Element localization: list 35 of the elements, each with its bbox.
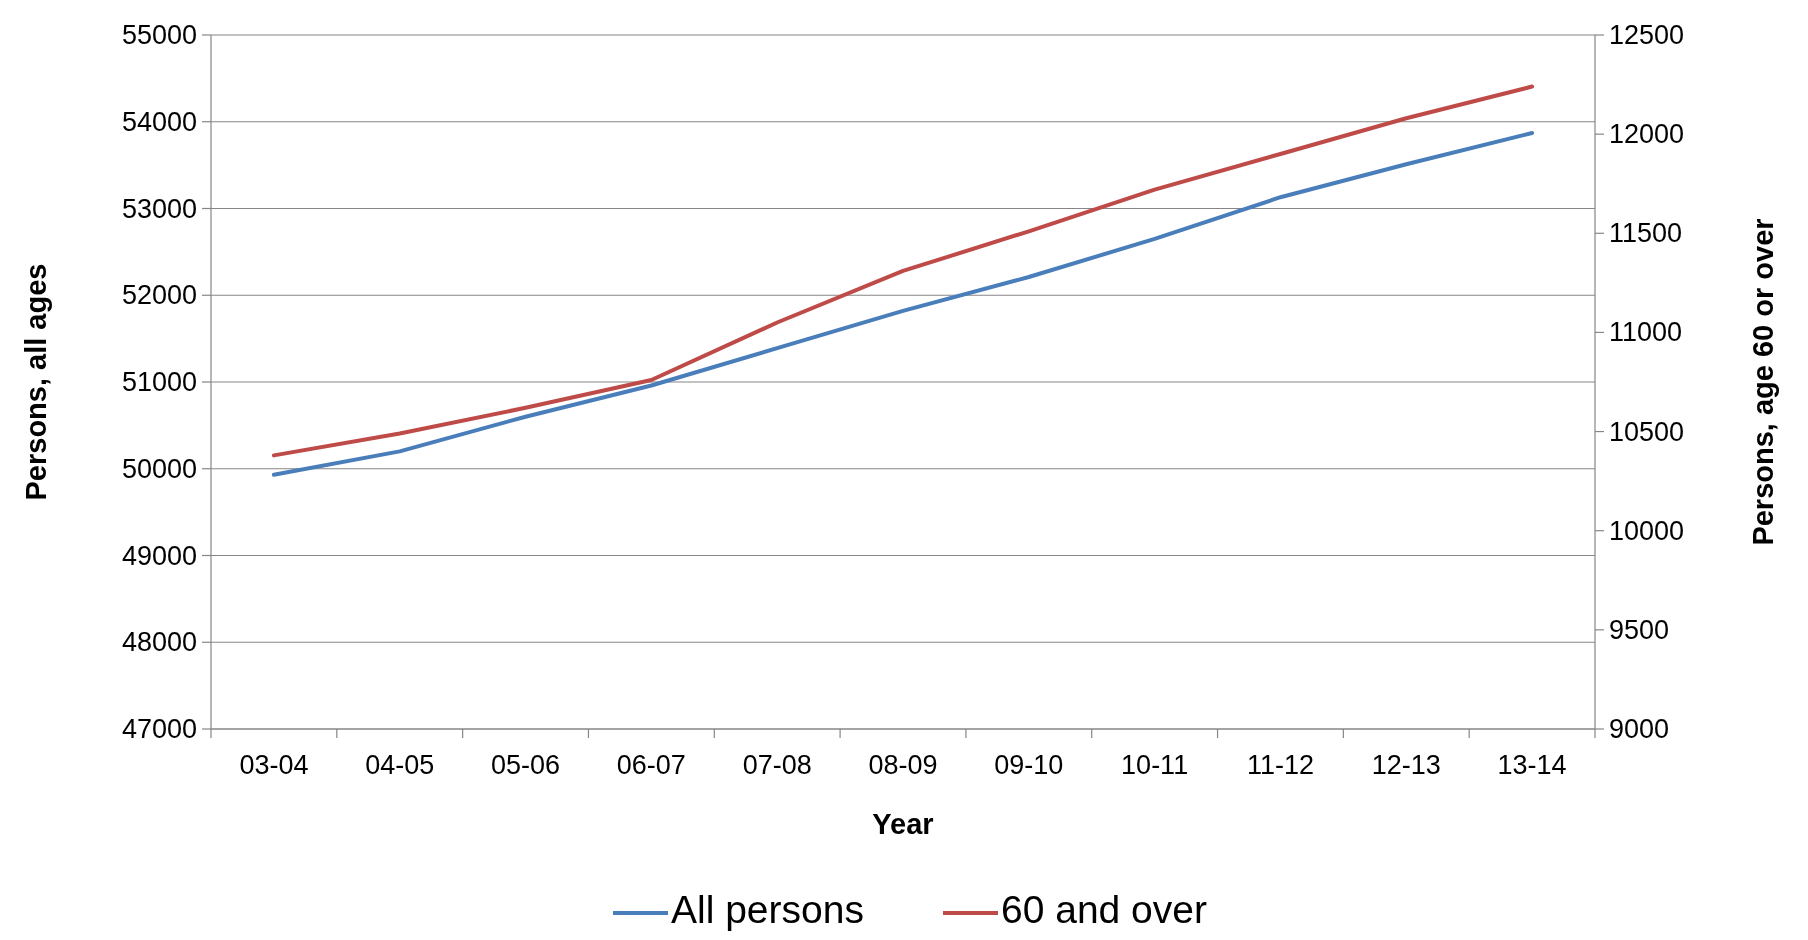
y-tick-label: 50000 [121, 453, 197, 484]
y2-tick-label: 10000 [1609, 515, 1685, 546]
x-tick-label: 09-10 [994, 750, 1064, 780]
y-tick-label: 55000 [121, 20, 197, 50]
y2-tick-label: 9500 [1609, 614, 1670, 645]
line-series [271, 131, 1535, 477]
y-tick-label: 53000 [121, 193, 197, 224]
y2-tick-label: 10500 [1609, 416, 1685, 447]
x-tick-label: 12-13 [1371, 750, 1441, 780]
y-tick-label: 52000 [121, 280, 197, 311]
y-tick-label: 54000 [121, 106, 197, 137]
line-series [271, 84, 1535, 458]
x-tick-label: 05-06 [491, 750, 561, 780]
x-tick-label: 06-07 [616, 750, 686, 780]
y2-tick-label: 12500 [1609, 20, 1685, 50]
y2-tick-label: 12000 [1609, 119, 1685, 150]
x-tick-label: 08-09 [868, 750, 938, 780]
x-axis-title: Year [872, 808, 934, 840]
x-tick-label: 07-08 [742, 750, 812, 780]
y2-tick-label: 11000 [1609, 317, 1683, 348]
x-tick-label: 13-14 [1497, 750, 1567, 780]
legend-label: 60 and over [1001, 888, 1207, 931]
x-tick-label: 03-04 [239, 750, 309, 780]
x-tick-label: 04-05 [365, 750, 435, 780]
y-axis-title: Persons, all ages [20, 263, 52, 501]
y-tick-label: 48000 [121, 627, 197, 658]
x-tick-label: 10-11 [1121, 750, 1189, 780]
y-tick-label: 51000 [121, 367, 197, 397]
y2-axis-title: Persons, age 60 or over [1747, 218, 1779, 546]
y2-tick-label: 11500 [1609, 218, 1683, 249]
y-tick-label: 47000 [121, 714, 197, 744]
legend-label: All persons [671, 888, 864, 931]
y-tick-label: 49000 [121, 540, 197, 571]
x-tick-label: 11-12 [1246, 750, 1314, 780]
y2-tick-label: 9000 [1609, 714, 1670, 744]
